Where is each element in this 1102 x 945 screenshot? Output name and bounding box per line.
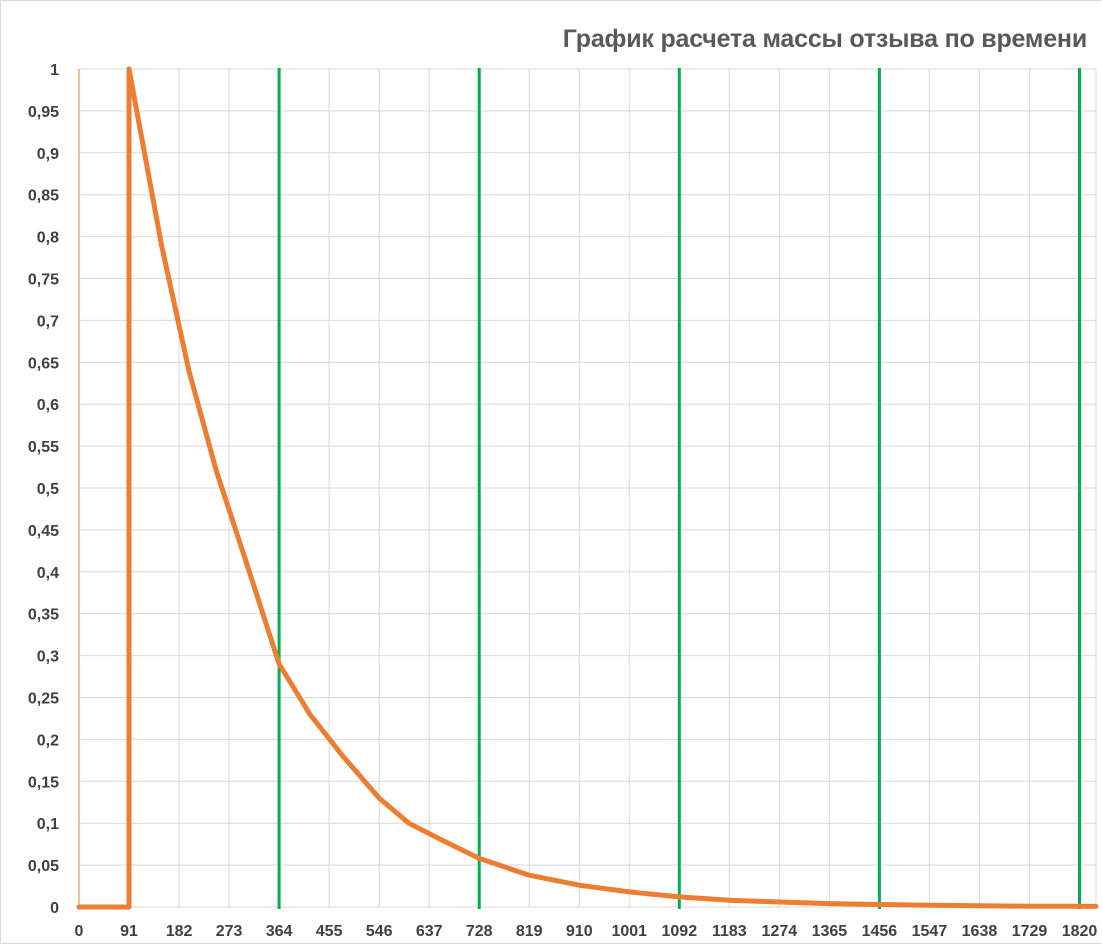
series-line-0 xyxy=(76,66,1099,910)
x-tick-label-3: 273 xyxy=(216,923,243,940)
horizontal-gridlines xyxy=(79,68,1096,908)
y-tick-label-2: 0,1 xyxy=(37,816,59,833)
x-tick-label-9: 819 xyxy=(516,923,543,940)
y-tick-label-10: 0,5 xyxy=(37,481,59,498)
y-tick-label-18: 0,9 xyxy=(37,146,59,163)
x-tick-labels: 0 91 182 273 364 455 546 637 728 819 910 1001 1092 11… xyxy=(75,923,1098,940)
x-tick-label-18: 1638 xyxy=(962,923,998,940)
x-tick-label-1: 91 xyxy=(120,923,138,940)
y-tick-label-12: 0,6 xyxy=(37,397,59,414)
y-tick-label-16: 0,8 xyxy=(37,230,59,247)
y-tick-label-4: 0,2 xyxy=(37,732,59,749)
x-tick-label-19: 1729 xyxy=(1012,923,1048,940)
series-group xyxy=(76,66,1099,910)
y-tick-label-20: 1 xyxy=(50,62,59,79)
x-tick-label-13: 1183 xyxy=(712,923,747,940)
y-tick-label-17: 0,85 xyxy=(28,188,59,205)
x-tick-label-8: 728 xyxy=(466,923,493,940)
x-tick-label-20: 1820 xyxy=(1062,923,1098,940)
x-tick-label-10: 910 xyxy=(566,923,593,940)
x-tick-label-4: 364 xyxy=(266,923,293,940)
x-tick-label-6: 546 xyxy=(366,923,393,940)
x-tick-label-0: 0 xyxy=(75,923,84,940)
y-tick-label-6: 0,3 xyxy=(37,649,59,666)
y-tick-label-9: 0,45 xyxy=(28,523,59,540)
x-tick-label-12: 1092 xyxy=(662,923,698,940)
x-tick-label-15: 1365 xyxy=(812,923,848,940)
y-tick-labels: 0 0,05 0,1 0,15 0,2 0,25 0,3 0,35 0,4 0,45 0,5 0,55… xyxy=(28,62,59,917)
y-tick-label-0: 0 xyxy=(50,900,59,917)
x-tick-label-11: 1001 xyxy=(611,923,647,940)
y-tick-label-3: 0,15 xyxy=(28,774,59,791)
x-tick-label-17: 1547 xyxy=(912,923,948,940)
y-tick-label-8: 0,4 xyxy=(37,565,59,582)
x-tick-label-14: 1274 xyxy=(762,923,798,940)
y-tick-label-5: 0,25 xyxy=(28,691,59,708)
y-tick-label-14: 0,7 xyxy=(37,313,59,330)
y-tick-label-11: 0,55 xyxy=(28,439,59,456)
y-tick-label-1: 0,05 xyxy=(28,858,59,875)
y-tick-label-19: 0,95 xyxy=(28,104,59,121)
chart-title: График расчета массы отзыва по времени xyxy=(562,25,1087,53)
x-tick-label-2: 182 xyxy=(166,923,193,940)
y-tick-label-7: 0,35 xyxy=(28,607,59,624)
y-tick-label-15: 0,75 xyxy=(28,272,59,289)
x-tick-label-16: 1456 xyxy=(862,923,898,940)
x-tick-label-5: 455 xyxy=(316,923,343,940)
y-tick-label-13: 0,65 xyxy=(28,355,59,372)
x-tick-label-7: 637 xyxy=(416,923,443,940)
